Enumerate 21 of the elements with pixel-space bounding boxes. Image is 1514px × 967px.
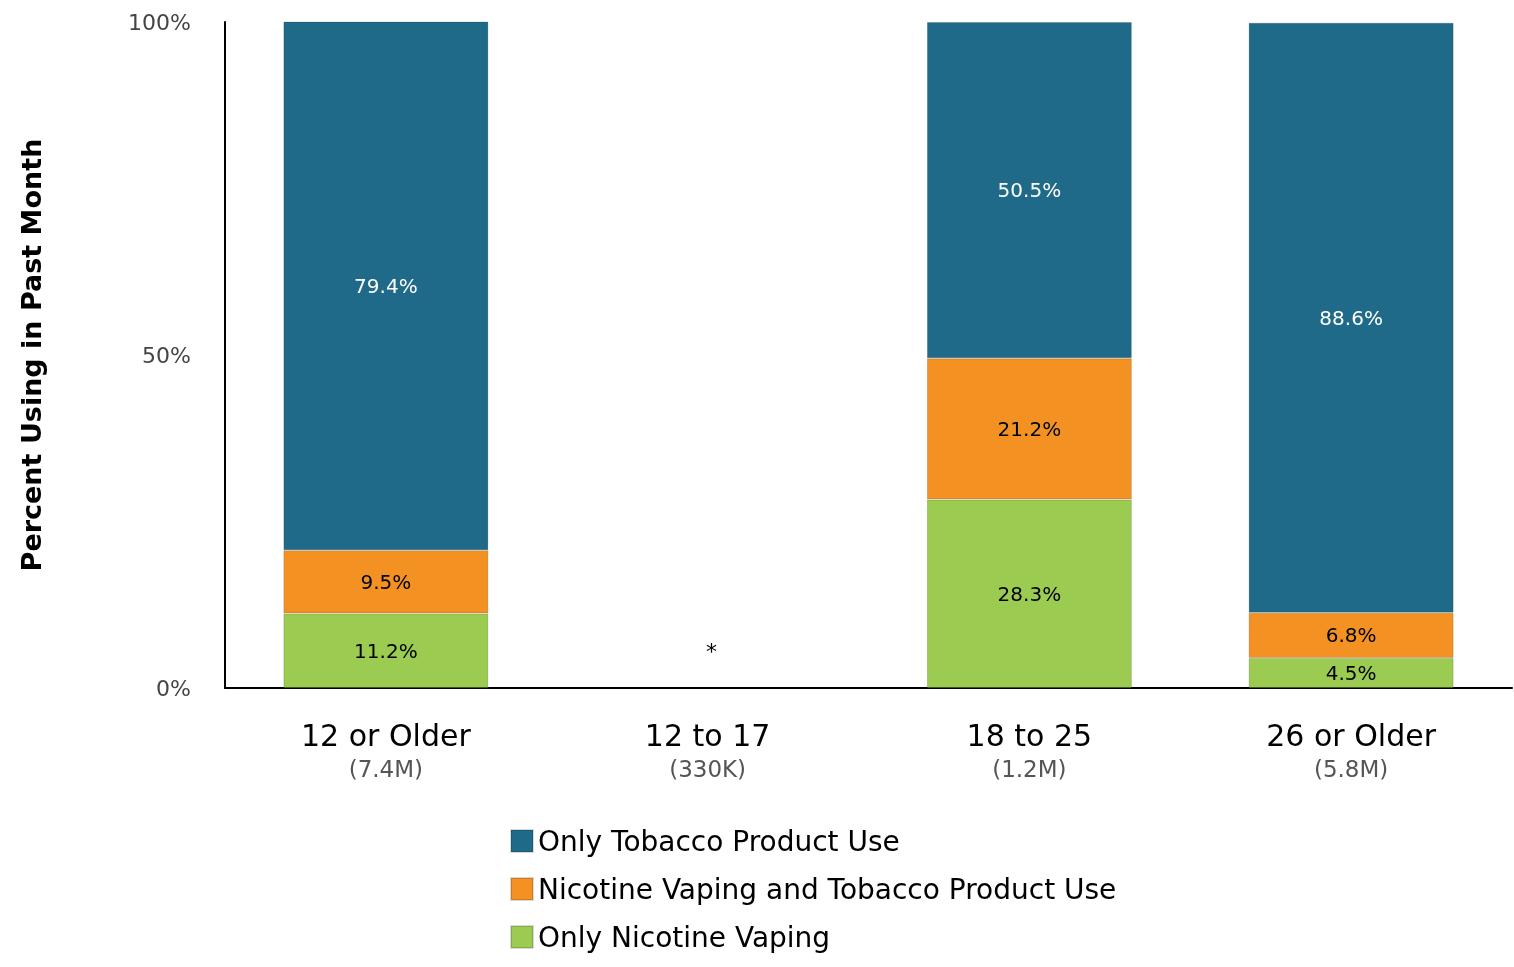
data-label: 28.3% <box>997 581 1062 606</box>
data-label: 88.6% <box>1319 305 1383 330</box>
legend-label: Only Tobacco Product Use <box>538 824 900 858</box>
y-tick-label: 0% <box>156 675 191 701</box>
legend-label: Nicotine Vaping and Tobacco Product Use <box>538 872 1117 906</box>
legend-label: Only Nicotine Vaping <box>538 920 831 954</box>
x-tick-label: 12 to 17 (330K) <box>644 717 771 782</box>
y-axis-title: Percent Using in Past Month <box>16 138 47 572</box>
annotation: * <box>706 638 717 664</box>
x-tick-label: 18 to 25 (1.2M) <box>966 717 1093 782</box>
data-label: 21.2% <box>997 416 1062 441</box>
y-tick-label: 50% <box>142 342 191 368</box>
data-label: 50.5% <box>997 178 1062 203</box>
data-label: 9.5% <box>360 569 412 594</box>
y-tick-label: 100% <box>128 9 191 35</box>
data-label: 4.5% <box>1325 661 1377 686</box>
x-tick-label: 26 or Older (5.8M) <box>1266 717 1437 782</box>
data-label: 6.8% <box>1325 623 1377 648</box>
data-label: 11.2% <box>354 638 418 663</box>
data-label: 79.4% <box>354 273 418 298</box>
x-tick-label: 12 or Older (7.4M) <box>301 717 472 782</box>
